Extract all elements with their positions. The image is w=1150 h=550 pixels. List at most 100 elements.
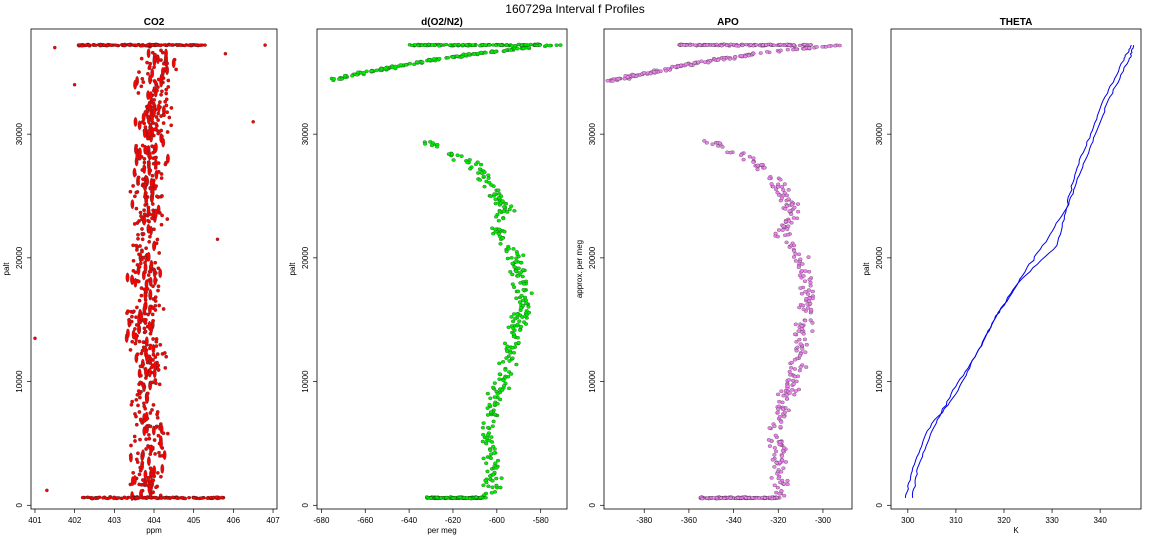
data-point bbox=[739, 54, 744, 58]
data-point bbox=[140, 452, 145, 457]
data-point bbox=[420, 60, 425, 64]
data-point bbox=[451, 158, 456, 162]
data-point bbox=[833, 43, 838, 48]
data-point bbox=[789, 360, 794, 365]
data-point bbox=[797, 368, 802, 373]
data-point bbox=[777, 414, 782, 419]
data-point bbox=[428, 496, 433, 500]
data-point bbox=[171, 58, 176, 69]
data-point bbox=[144, 191, 148, 195]
x-tick-label: -620 bbox=[445, 516, 462, 525]
data-point bbox=[509, 204, 514, 208]
data-point bbox=[219, 495, 224, 500]
data-point bbox=[751, 51, 756, 56]
data-point bbox=[780, 458, 785, 462]
data-point bbox=[197, 43, 202, 47]
data-point bbox=[146, 475, 151, 480]
data-point bbox=[803, 350, 808, 354]
data-point bbox=[153, 80, 158, 85]
data-point bbox=[779, 185, 785, 189]
data-point bbox=[154, 115, 159, 119]
data-point bbox=[804, 365, 809, 369]
data-point bbox=[140, 217, 144, 222]
data-point bbox=[465, 160, 470, 165]
y-tick-label: 0 bbox=[301, 503, 310, 508]
data-point bbox=[161, 431, 166, 436]
data-point bbox=[522, 295, 528, 300]
y-tick-label: 30000 bbox=[875, 122, 884, 145]
data-point bbox=[781, 193, 786, 198]
data-point bbox=[769, 182, 774, 186]
data-point bbox=[684, 62, 689, 66]
data-point bbox=[159, 79, 164, 83]
data-point bbox=[767, 444, 772, 448]
data-point bbox=[755, 167, 760, 172]
data-point bbox=[748, 43, 753, 47]
data-point bbox=[511, 319, 516, 324]
data-point bbox=[145, 416, 150, 421]
data-point bbox=[150, 68, 155, 78]
data-point bbox=[509, 256, 514, 260]
data-point bbox=[123, 496, 128, 500]
data-point bbox=[148, 264, 153, 269]
data-point bbox=[153, 355, 158, 359]
panel-co2: CO2 401 402 403 404 405 406 407 0 10000 20000 30000… bbox=[2, 17, 280, 535]
data-point bbox=[692, 60, 697, 65]
data-point bbox=[779, 420, 784, 424]
data-point bbox=[493, 227, 498, 232]
data-point bbox=[734, 44, 739, 48]
data-point bbox=[488, 448, 493, 452]
plot-frame bbox=[316, 28, 568, 510]
data-point bbox=[138, 468, 143, 473]
data-point bbox=[547, 43, 552, 48]
data-point bbox=[711, 496, 716, 500]
data-point bbox=[498, 397, 503, 402]
data-point bbox=[782, 414, 787, 419]
data-point bbox=[149, 449, 153, 454]
data-point bbox=[148, 304, 152, 315]
data-point bbox=[148, 168, 153, 173]
data-point bbox=[156, 363, 161, 368]
data-point bbox=[801, 332, 806, 336]
data-point bbox=[693, 43, 698, 47]
data-point bbox=[775, 410, 780, 415]
data-point bbox=[147, 229, 151, 233]
data-point bbox=[150, 43, 155, 47]
data-point bbox=[127, 43, 132, 47]
data-point bbox=[128, 482, 133, 487]
data-point bbox=[416, 43, 421, 48]
data-point bbox=[134, 414, 138, 419]
data-point bbox=[140, 348, 145, 353]
data-point bbox=[146, 444, 150, 448]
data-point bbox=[134, 243, 139, 248]
data-point bbox=[498, 242, 503, 246]
data-point bbox=[156, 284, 161, 289]
data-point bbox=[361, 71, 366, 75]
data-point bbox=[163, 366, 168, 370]
data-point bbox=[652, 70, 657, 74]
data-point bbox=[797, 353, 802, 358]
data-point bbox=[138, 465, 143, 470]
data-point bbox=[515, 312, 520, 317]
data-point bbox=[511, 350, 516, 355]
data-point bbox=[135, 305, 139, 310]
data-point bbox=[149, 472, 154, 477]
data-point bbox=[740, 43, 745, 48]
data-point bbox=[140, 76, 145, 81]
data-point bbox=[789, 212, 794, 216]
panel-theta: THETA 300 310 320 330 340 0 10000 20000 30000 Kpal… bbox=[862, 17, 1142, 535]
data-point bbox=[170, 495, 175, 499]
data-point bbox=[477, 167, 482, 171]
x-tick-label: 406 bbox=[227, 516, 241, 525]
data-point bbox=[518, 328, 523, 332]
data-point bbox=[782, 482, 787, 486]
data-point bbox=[147, 128, 152, 138]
data-point bbox=[794, 379, 799, 384]
data-point bbox=[148, 411, 153, 415]
data-point bbox=[487, 43, 492, 47]
data-point bbox=[508, 351, 513, 355]
data-point bbox=[777, 193, 782, 197]
data-point bbox=[137, 120, 142, 131]
data-point bbox=[130, 274, 134, 285]
